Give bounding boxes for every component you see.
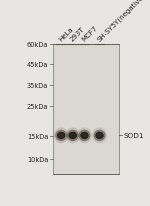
Text: 60kDa: 60kDa [27,42,48,48]
Ellipse shape [54,128,69,144]
Text: 293T: 293T [69,26,86,43]
Ellipse shape [67,130,79,142]
Ellipse shape [65,128,80,144]
Ellipse shape [55,130,67,142]
Text: 45kDa: 45kDa [27,62,48,68]
Ellipse shape [69,132,77,139]
Bar [53,44,119,175]
Text: HeLa: HeLa [57,26,74,43]
Ellipse shape [94,130,105,142]
Ellipse shape [78,130,90,142]
Text: MCF7: MCF7 [81,25,99,43]
Ellipse shape [92,128,107,144]
Ellipse shape [77,128,92,144]
Text: 15kDa: 15kDa [27,133,48,139]
Text: 35kDa: 35kDa [27,83,48,89]
Text: SOD1: SOD1 [123,133,144,139]
Text: 10kDa: 10kDa [27,156,48,162]
Text: SH-SY5Y(negative): SH-SY5Y(negative) [96,0,146,43]
Ellipse shape [57,132,65,139]
Ellipse shape [95,132,104,139]
Text: 25kDa: 25kDa [27,103,48,109]
Ellipse shape [80,132,89,139]
